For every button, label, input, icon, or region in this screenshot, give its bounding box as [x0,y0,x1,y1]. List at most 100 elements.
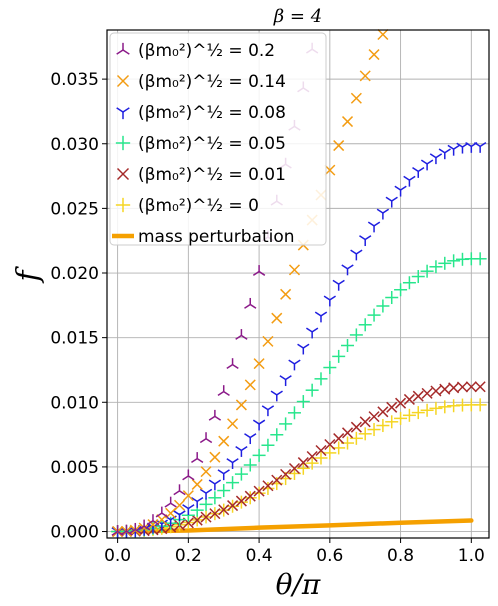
data-point [182,504,195,516]
legend-label: (βm₀²)^½ = 0.14 [138,72,286,92]
data-point [367,423,381,437]
data-point [191,452,204,463]
legend-marker [116,167,130,181]
legend-label: mass perturbation [138,227,295,247]
x-tick-label: 0.0 [104,546,131,566]
data-point [359,416,371,428]
data-point [199,488,213,500]
data-point [155,506,168,518]
data-point [217,484,231,498]
data-point [218,435,230,447]
data-point [315,444,327,457]
data-point [332,349,346,363]
data-point [377,406,389,418]
data-point [227,418,239,430]
legend: (βm₀²)^½ = 0.2 (βm₀²)^½ = 0.14 (βm₀²)^½ = … [109,32,327,247]
data-point [473,141,487,153]
data-point [420,159,434,171]
data-point [226,358,239,370]
data-point [333,433,345,445]
data-point [252,419,266,431]
data-point [209,451,221,463]
x-tick-label: 0.6 [316,546,343,566]
data-point [253,485,265,497]
data-point [421,387,433,399]
data-point [252,448,266,462]
data-point [253,358,265,370]
data-point [217,469,230,481]
data-point [359,70,371,82]
data-point [473,252,487,266]
y-tick-label: 0.020 [50,264,99,284]
data-point [244,379,256,391]
y-tick-label: 0.035 [50,70,99,90]
data-point [350,421,362,433]
data-point [411,270,425,284]
y-axis-label: f [11,266,46,284]
data-point [376,208,390,220]
data-point [226,458,239,469]
data-point [296,395,310,409]
data-point [279,375,292,387]
y-tick-label: 0.025 [50,199,99,219]
y-tick-label: 0.005 [50,458,99,478]
data-point [403,175,416,187]
data-point [438,256,452,270]
data-point [332,441,346,455]
data-point [395,397,407,409]
legend-label: (βm₀²)^½ = 0.05 [138,134,286,154]
data-point [200,466,212,478]
data-point [235,495,247,507]
data-point [314,372,328,386]
legend-label: (βm₀²)^½ = 0 [138,196,259,216]
legend-label: (βm₀²)^½ = 0.01 [138,165,286,185]
data-point [429,260,443,274]
data-point [288,462,300,475]
legend-marker [115,135,131,151]
data-point [182,490,194,502]
series-0.05 [111,252,487,539]
chart-title: β = 4 [273,6,322,27]
data-point [420,264,434,278]
data-point [262,335,274,347]
data-point [137,519,151,531]
data-point [227,500,239,512]
data-point [349,431,363,445]
data-point [306,450,318,463]
data-point [465,381,477,393]
data-point [208,409,222,421]
data-point [252,265,266,276]
data-point [323,295,336,307]
data-point [164,515,177,527]
data-point [376,299,390,313]
data-point [235,329,248,340]
data-point [173,510,186,522]
data-point [305,456,319,470]
data-point [147,519,159,531]
data-point [323,446,337,460]
data-point [208,491,222,505]
data-point [200,511,212,523]
data-point [288,359,301,371]
mass-perturbation-line [115,518,474,534]
data-point [456,381,469,393]
data-point [456,142,469,154]
data-point [367,308,381,322]
series-0.01 [112,381,486,538]
data-point [218,504,230,516]
data-point [333,140,345,152]
legend-marker [115,197,131,213]
data-point [394,185,407,197]
x-tick-label: 0.8 [387,546,414,566]
data-point [430,385,442,397]
y-tick-label: 0.015 [50,329,99,349]
data-point [305,383,319,397]
data-point [208,479,222,491]
data-point [324,438,336,451]
data-point [235,399,247,411]
data-point [129,522,142,534]
data-point [199,497,213,511]
data-point [411,406,425,420]
data-point [473,398,487,412]
data-point [234,467,248,481]
